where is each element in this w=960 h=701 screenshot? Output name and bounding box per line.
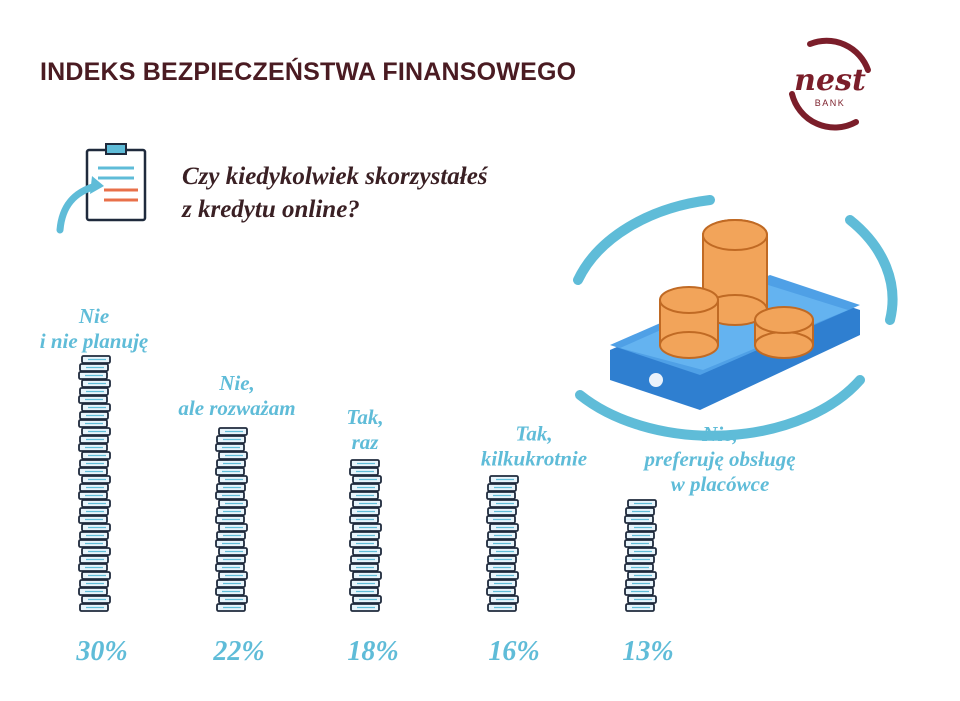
- clipboard-icon: [56, 143, 147, 234]
- category-label: Nie,: [701, 422, 738, 446]
- question-text: Czy kiedykolwiek skorzystałeś z kredytu …: [182, 160, 488, 226]
- category-label: Nie,: [218, 371, 255, 395]
- value-label: 30%: [75, 636, 127, 667]
- question-line-1: Czy kiedykolwiek skorzystałeś: [182, 163, 488, 190]
- category-label: kilkukrotnie: [481, 447, 587, 471]
- nest-bank-logo: nest BANK: [789, 37, 871, 131]
- bar-coin-stack: [78, 355, 111, 612]
- logo-wordmark: nest: [794, 63, 866, 98]
- category-label: preferuję obsługę: [642, 447, 795, 471]
- bar-coin-stack: [624, 499, 657, 612]
- category-label: Tak,: [515, 422, 552, 446]
- value-label: 13%: [622, 636, 673, 667]
- bar-coin-stack: [349, 459, 382, 612]
- category-label: Nie: [78, 304, 109, 328]
- value-label: 18%: [347, 636, 398, 667]
- logo-subtext: BANK: [815, 98, 846, 108]
- phone-coins-illustration: [573, 195, 898, 441]
- value-label: 16%: [488, 636, 539, 667]
- category-label: ale rozważam: [178, 396, 295, 420]
- bar-coin-stack: [486, 475, 519, 612]
- category-label: raz: [352, 430, 380, 454]
- category-label: i nie planuję: [40, 329, 149, 353]
- value-label: 22%: [212, 636, 264, 667]
- question-line-2: z kredytu online?: [182, 196, 360, 223]
- category-label: Tak,: [346, 405, 383, 429]
- bar-coin-stack: [215, 427, 248, 612]
- page-title: INDEKS BEZPIECZEŃSTWA FINANSOWEGO: [40, 58, 577, 86]
- category-label: w placówce: [671, 472, 770, 496]
